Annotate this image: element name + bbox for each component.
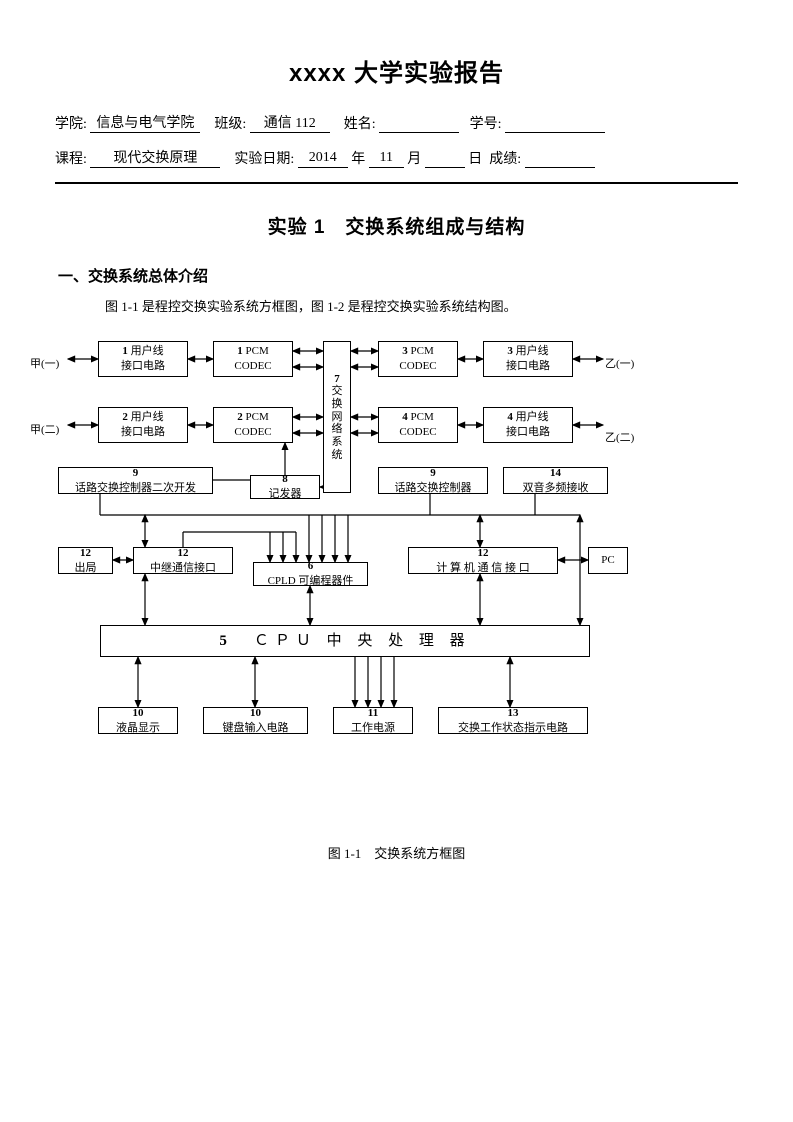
date-label: 实验日期: [234, 152, 294, 167]
node-n1p: 1 PCMCODEC [213, 341, 293, 377]
node-n10a: 10 液晶显示 [98, 707, 178, 734]
experiment-title: 实验 1 交换系统组成与结构 [0, 212, 793, 239]
node-n4p: 4 PCMCODEC [378, 407, 458, 443]
year-unit: 年 [351, 152, 365, 167]
node-n12a: 12 出局 [58, 547, 113, 574]
node-n2: 2 用户线接口电路 [98, 407, 188, 443]
name-label: 姓名: [344, 117, 376, 132]
node-n13: 13 交换工作状态指示电路 [438, 707, 588, 734]
node-n14: 14 双音多频接收 [503, 467, 608, 494]
info-row-1: 学院: 信息与电气学院 班级: 通信 112 姓名: 学号: [0, 112, 793, 133]
node-n3p: 3 PCMCODEC [378, 341, 458, 377]
month-unit: 月 [407, 152, 421, 167]
node-n2p: 2 PCMCODEC [213, 407, 293, 443]
label-jia1: 甲(一) [30, 355, 59, 371]
node-n12c: 12 计 算 机 通 信 接 口 [408, 547, 558, 574]
class-label: 班级: [214, 117, 246, 132]
grade-label: 成绩: [489, 152, 521, 167]
info-row-2: 课程: 现代交换原理 实验日期: 2014 年 11 月 日 成绩: [0, 147, 793, 168]
section-1-heading: 一、交换系统总体介绍 [58, 265, 793, 286]
college-value: 信息与电气学院 [90, 112, 200, 133]
node-n12b: 12 中继通信接口 [133, 547, 233, 574]
node-n4: 4 用户线接口电路 [483, 407, 573, 443]
day-unit: 日 [468, 152, 482, 167]
node-n1: 1 用户线接口电路 [98, 341, 188, 377]
label-jia2: 甲(二) [30, 421, 59, 437]
year-value: 2014 [298, 150, 348, 168]
node-pc: PC [588, 547, 628, 574]
id-label: 学号: [470, 117, 502, 132]
node-n9a: 9 话路交换控制器二次开发 [58, 467, 213, 494]
node-n3: 3 用户线接口电路 [483, 341, 573, 377]
intro-text: 图 1-1 是程控交换实验系统方框图，图 1-2 是程控交换实验系统结构图。 [105, 296, 793, 315]
page-title: xxxx 大学实验报告 [0, 0, 793, 88]
college-label: 学院: [55, 117, 87, 132]
node-n5: 5 ＣＰＵ 中 央 处 理 器 [100, 625, 590, 657]
grade-value [525, 150, 595, 168]
node-n10b: 10 键盘输入电路 [203, 707, 308, 734]
day-value [425, 150, 465, 168]
course-value: 现代交换原理 [90, 147, 220, 168]
class-value: 通信 112 [250, 112, 330, 133]
node-n7: 7交换网络系统 [323, 341, 351, 493]
node-n11: 11 工作电源 [333, 707, 413, 734]
node-n9b: 9 话路交换控制器 [378, 467, 488, 494]
node-n6: 6 CPLD 可编程器件 [253, 562, 368, 586]
info-separator [55, 182, 738, 184]
block-diagram: 1 用户线接口电路 1 PCMCODEC 2 用户线接口电路 2 PCMCODEC 3 … [40, 337, 753, 817]
node-n8: 8 记发器 [250, 475, 320, 499]
label-yi2: 乙(二) [605, 429, 634, 445]
label-yi1: 乙(一) [605, 355, 634, 371]
figure-caption: 图 1-1 交换系统方框图 [0, 843, 793, 862]
id-value [505, 115, 605, 133]
course-label: 课程: [55, 152, 87, 167]
month-value: 11 [369, 150, 404, 168]
name-value [379, 115, 459, 133]
